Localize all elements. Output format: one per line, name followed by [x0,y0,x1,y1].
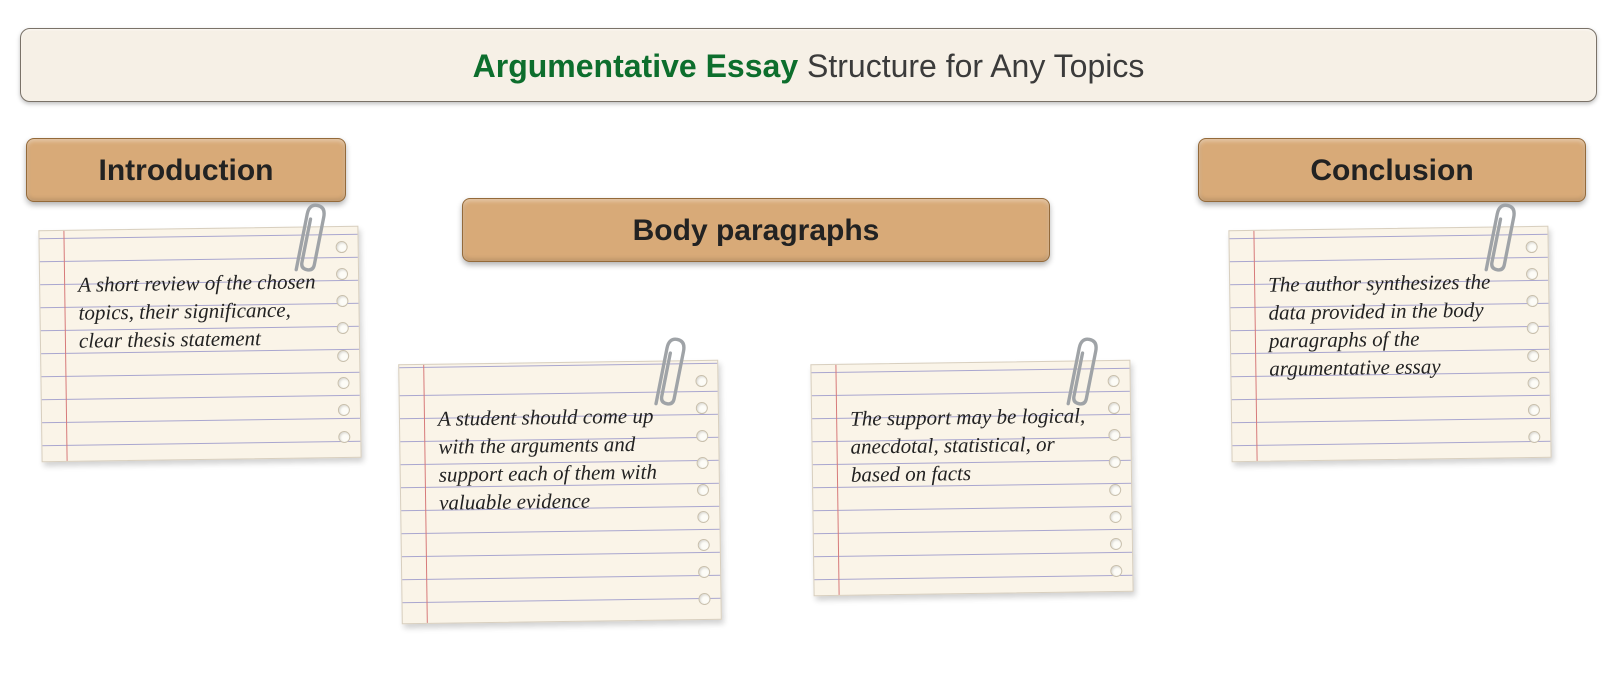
note-hole [1526,241,1538,253]
section-pill-body: Body paragraphs [462,198,1050,262]
note-hole [336,241,348,253]
note-hole [698,566,710,578]
section-label: Body paragraphs [633,214,880,247]
note-holes [1526,241,1543,443]
note-hole [696,429,708,441]
note-hole [1108,429,1120,441]
title-banner: Argumentative Essay Structure for Any To… [20,28,1597,102]
note-hole [1110,538,1122,550]
note-hole [697,484,709,496]
note-hole [1528,404,1540,416]
note-hole [1527,377,1539,389]
note-hole [1528,431,1540,443]
note-body-b: The support may be logical, anecdotal, s… [810,360,1133,596]
note-hole [1527,322,1539,334]
title-rest: Structure for Any Topics [798,48,1144,84]
note-hole [1109,483,1121,495]
note-hole [337,349,349,361]
note-hole [1527,349,1539,361]
note-hole [695,375,707,387]
note-holes [1108,375,1125,577]
note-conclusion: The author synthesizes the data provided… [1228,226,1551,462]
note-hole [698,538,710,550]
section-pill-conclusion: Conclusion [1198,138,1586,202]
note-text: The author synthesizes the data provided… [1268,267,1510,382]
note-hole [696,402,708,414]
section-pill-introduction: Introduction [26,138,346,202]
note-hole [336,295,348,307]
note-introduction: A short review of the chosen topics, the… [38,226,361,462]
note-hole [337,377,349,389]
note-hole [338,431,350,443]
note-text: A short review of the chosen topics, the… [78,267,319,354]
note-hole [336,268,348,280]
section-label: Conclusion [1310,154,1473,187]
note-hole [698,593,710,605]
note-hole [1526,295,1538,307]
note-hole [1109,456,1121,468]
section-label: Introduction [99,154,274,187]
note-text: A student should come up with the argume… [438,401,680,516]
note-hole [1108,402,1120,414]
note-holes [336,241,353,443]
note-hole [697,457,709,469]
note-hole [1110,565,1122,577]
note-text: The support may be logical, anecdotal, s… [850,401,1091,488]
note-body-a: A student should come up with the argume… [398,360,722,624]
note-hole [337,322,349,334]
note-hole [697,511,709,523]
note-hole [1109,511,1121,523]
title-emphasis: Argumentative Essay [473,48,798,84]
note-hole [1108,375,1120,387]
note-hole [338,404,350,416]
note-hole [1526,268,1538,280]
